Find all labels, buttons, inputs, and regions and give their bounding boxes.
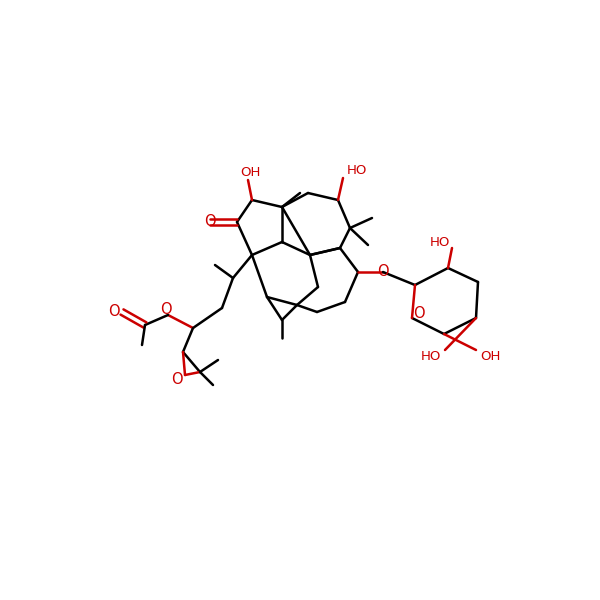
Text: O: O	[377, 265, 389, 280]
Text: O: O	[108, 304, 120, 319]
Text: HO: HO	[430, 235, 450, 248]
Text: OH: OH	[480, 349, 500, 362]
Text: O: O	[413, 307, 425, 322]
Text: O: O	[171, 373, 183, 388]
Text: HO: HO	[421, 349, 441, 362]
Text: OH: OH	[240, 166, 260, 179]
Text: HO: HO	[347, 164, 367, 178]
Text: O: O	[204, 214, 216, 229]
Text: O: O	[160, 302, 172, 317]
